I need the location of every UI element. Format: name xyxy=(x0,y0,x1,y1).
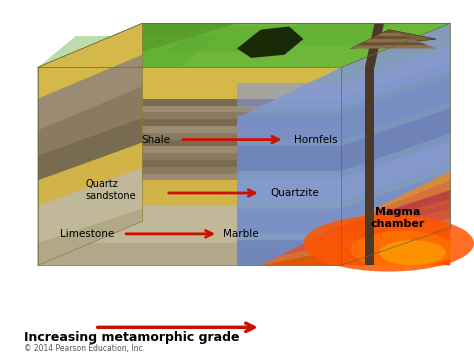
Polygon shape xyxy=(341,143,450,206)
Ellipse shape xyxy=(303,215,474,272)
Polygon shape xyxy=(299,199,450,246)
Text: Shale: Shale xyxy=(142,135,171,144)
Polygon shape xyxy=(38,133,341,140)
Polygon shape xyxy=(370,36,412,39)
Polygon shape xyxy=(337,180,450,228)
Polygon shape xyxy=(357,42,428,45)
Polygon shape xyxy=(351,45,436,49)
Ellipse shape xyxy=(379,240,446,265)
Polygon shape xyxy=(261,228,450,265)
Polygon shape xyxy=(38,105,341,113)
Polygon shape xyxy=(38,206,341,243)
Text: Increasing metamorphic grade: Increasing metamorphic grade xyxy=(24,332,239,344)
Polygon shape xyxy=(38,67,341,99)
Polygon shape xyxy=(280,209,450,256)
Text: Contact Metamorphism: Contact Metamorphism xyxy=(9,10,284,31)
Polygon shape xyxy=(38,99,341,105)
Polygon shape xyxy=(318,190,450,237)
Polygon shape xyxy=(38,23,142,265)
Polygon shape xyxy=(38,23,450,67)
Text: Quartzite: Quartzite xyxy=(270,188,319,198)
Polygon shape xyxy=(237,77,450,140)
Polygon shape xyxy=(237,202,450,265)
Polygon shape xyxy=(38,118,142,180)
Polygon shape xyxy=(351,30,436,49)
Polygon shape xyxy=(341,61,450,180)
Polygon shape xyxy=(38,55,142,130)
Text: Marble: Marble xyxy=(223,229,258,239)
Text: Quartz
sandstone: Quartz sandstone xyxy=(85,179,136,201)
Polygon shape xyxy=(38,146,341,153)
Polygon shape xyxy=(356,171,450,218)
Polygon shape xyxy=(383,30,397,33)
Polygon shape xyxy=(364,39,420,42)
Polygon shape xyxy=(341,23,450,99)
Polygon shape xyxy=(38,23,142,99)
Polygon shape xyxy=(376,33,404,36)
Polygon shape xyxy=(237,108,450,171)
Polygon shape xyxy=(38,153,341,160)
Polygon shape xyxy=(237,23,450,265)
Polygon shape xyxy=(237,27,303,58)
Polygon shape xyxy=(38,143,142,206)
Polygon shape xyxy=(237,140,450,202)
Polygon shape xyxy=(38,160,341,167)
Polygon shape xyxy=(261,218,450,265)
Text: Limestone: Limestone xyxy=(60,229,114,239)
Polygon shape xyxy=(38,126,341,133)
Polygon shape xyxy=(38,86,142,155)
Polygon shape xyxy=(237,45,450,108)
Polygon shape xyxy=(38,174,341,180)
Polygon shape xyxy=(365,23,384,67)
Polygon shape xyxy=(341,168,450,243)
Text: Hornfels: Hornfels xyxy=(294,135,337,144)
Polygon shape xyxy=(166,27,299,51)
Polygon shape xyxy=(38,36,218,67)
Polygon shape xyxy=(38,119,341,126)
Ellipse shape xyxy=(351,231,455,268)
Polygon shape xyxy=(38,168,142,243)
Polygon shape xyxy=(38,209,142,265)
Polygon shape xyxy=(365,67,374,265)
Polygon shape xyxy=(38,140,341,146)
Polygon shape xyxy=(38,180,341,206)
Text: © 2014 Pearson Education, Inc.: © 2014 Pearson Education, Inc. xyxy=(24,344,145,353)
Polygon shape xyxy=(71,23,237,61)
Polygon shape xyxy=(38,113,341,119)
Polygon shape xyxy=(38,167,341,174)
Polygon shape xyxy=(341,206,450,265)
Polygon shape xyxy=(237,171,450,234)
Polygon shape xyxy=(261,23,393,45)
Text: Magma
chamber: Magma chamber xyxy=(371,207,425,229)
Polygon shape xyxy=(38,243,341,265)
